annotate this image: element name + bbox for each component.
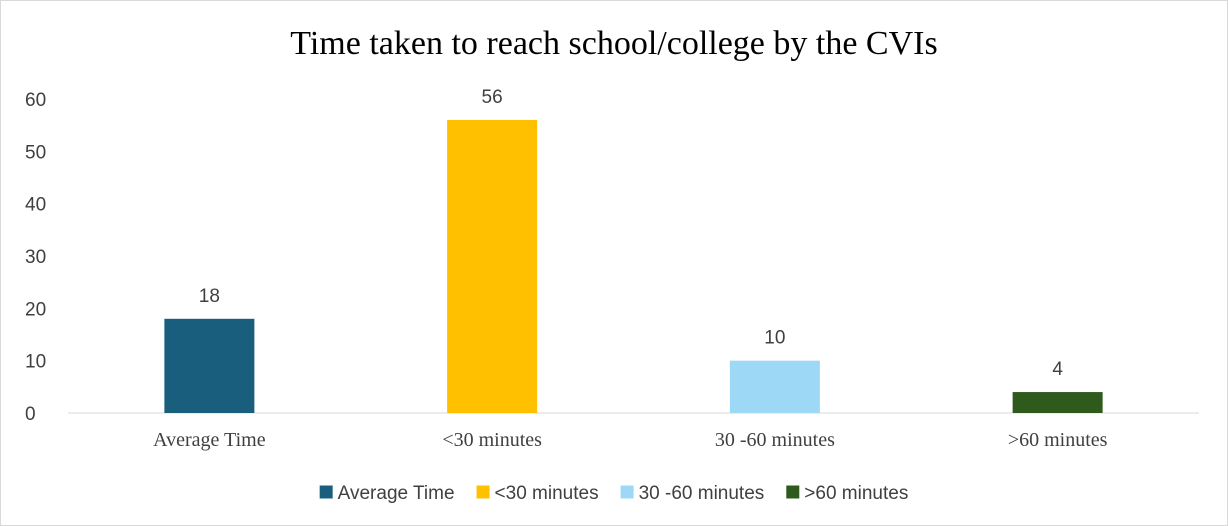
legend-item: >60 minutes <box>786 483 908 504</box>
x-axis-ticks: Average Time <30 minutes 30 -60 minutes >60… <box>153 429 1107 451</box>
data-label: 10 <box>764 328 785 349</box>
x-tick-label: <30 minutes <box>442 429 542 451</box>
legend-label: <30 minutes <box>495 483 599 504</box>
legend-label: 30 -60 minutes <box>639 483 765 504</box>
legend-swatch <box>620 485 634 499</box>
legend-swatch <box>319 485 333 499</box>
x-tick-label: 30 -60 minutes <box>715 429 835 451</box>
data-label: 18 <box>199 286 220 307</box>
bar <box>164 318 255 413</box>
x-tick-label: >60 minutes <box>1008 429 1108 451</box>
x-tick-label: Average Time <box>153 429 266 451</box>
y-tick-label: 10 <box>25 352 46 373</box>
bar <box>447 119 538 413</box>
y-axis-ticks: 0 10 20 30 40 50 60 <box>25 90 46 425</box>
legend-swatch <box>786 485 800 499</box>
data-label: 56 <box>482 87 503 108</box>
legend-label: Average Time <box>338 483 455 504</box>
legend-item: 30 -60 minutes <box>620 483 765 504</box>
legend: Average Time <30 minutes 30 -60 minutes >60… <box>319 483 908 504</box>
chart-title: Time taken to reach school/college by th… <box>290 25 937 62</box>
bars-group <box>164 119 1103 413</box>
y-tick-label: 0 <box>25 404 36 425</box>
data-label: 4 <box>1052 359 1063 380</box>
y-tick-label: 50 <box>25 142 46 163</box>
y-tick-label: 20 <box>25 299 46 320</box>
bar <box>1012 392 1103 413</box>
y-tick-label: 40 <box>25 195 46 216</box>
legend-label: >60 minutes <box>804 483 908 504</box>
data-labels-group: 18 56 10 4 <box>199 87 1064 380</box>
bar <box>729 360 820 413</box>
y-tick-label: 30 <box>25 247 46 268</box>
legend-item: Average Time <box>319 483 455 504</box>
y-tick-label: 60 <box>25 90 46 111</box>
legend-swatch <box>476 485 490 499</box>
legend-item: <30 minutes <box>476 483 599 504</box>
